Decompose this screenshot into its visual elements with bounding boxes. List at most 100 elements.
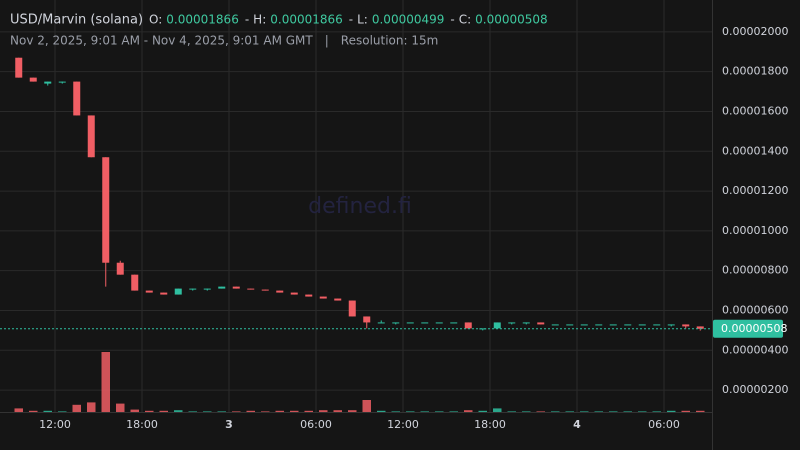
legend-label: H: (253, 13, 266, 27)
volume-bar (362, 400, 371, 412)
y-tick-label: 0.00000800 (722, 264, 788, 277)
volume-bar (435, 411, 444, 412)
volume-bar (14, 408, 23, 412)
x-tick-label: 12:00 (39, 418, 71, 431)
candle-body (638, 324, 646, 326)
plot (0, 57, 712, 412)
last-price-box (713, 319, 783, 338)
volume-bar (522, 411, 531, 412)
legend-label: O: (149, 13, 162, 27)
candle-body (160, 292, 168, 295)
volume-bar (638, 411, 647, 412)
candle-body (203, 288, 211, 290)
volume-bar (174, 410, 183, 412)
candle-body (551, 324, 559, 326)
volume-bar (58, 411, 67, 412)
candle-body (174, 288, 182, 295)
volume-bar (304, 410, 313, 412)
candle-body (667, 324, 675, 326)
candle-body (334, 298, 342, 301)
volume-bar (652, 411, 661, 412)
volume-bar (551, 411, 560, 412)
volume-bar (406, 411, 415, 412)
volume-bar (681, 410, 690, 412)
volume-bar (29, 410, 38, 412)
subtitle-separator: | (325, 34, 329, 48)
volume-bar (290, 410, 299, 412)
candle-body (377, 322, 385, 324)
y-tick-label: 0.00002000 (722, 25, 788, 38)
volume-bar (116, 403, 125, 412)
y-tick-label: 0.00001600 (722, 104, 788, 117)
resolution: Resolution: 15m (341, 34, 439, 48)
candle-body (609, 324, 617, 326)
volume-bar (188, 411, 197, 412)
x-tick-label: 18:00 (126, 418, 158, 431)
volume-bar (696, 410, 705, 412)
volume-bar (246, 410, 255, 412)
candle-body (305, 294, 313, 297)
volume-bar (536, 411, 545, 412)
candle-body (29, 77, 37, 82)
legend-value: 0.00000499 (372, 13, 445, 27)
volume-bar (130, 409, 139, 412)
candle-body (189, 288, 197, 290)
volume-bar (594, 411, 603, 412)
legend-label: L: (357, 13, 368, 27)
volume-bar (87, 402, 96, 412)
volume-bar (232, 411, 241, 412)
candle-body (479, 328, 487, 330)
candle-body (145, 290, 153, 293)
volume-bar (159, 410, 168, 412)
x-tick-label: 18:00 (474, 418, 506, 431)
subtitle: Nov 2, 2025, 9:01 AM - Nov 4, 2025, 9:01… (10, 34, 313, 48)
candle-body (682, 324, 690, 327)
volume-bar (203, 411, 212, 412)
candle-body (218, 286, 226, 289)
x-tick-label: 06:00 (648, 418, 680, 431)
symbol: USD/Marvin (solana) (10, 13, 143, 28)
x-tick-label: 06:00 (300, 418, 332, 431)
candle-body (348, 300, 356, 317)
candle-body (131, 274, 139, 291)
volume-bar (667, 410, 676, 412)
y-tick-label: 0.00001800 (722, 65, 788, 78)
y-tick-label: 0.00001000 (722, 224, 788, 237)
candle-body (696, 326, 704, 329)
volume-bar (464, 410, 473, 412)
candle-body (319, 296, 327, 299)
x-tick-label: 3 (225, 418, 233, 431)
candle-body (73, 81, 81, 116)
candle-body (58, 81, 66, 83)
legend: USD/Marvin (solana) Nov 2, 2025, 9:01 AM… (10, 13, 548, 48)
y-tick-label: 0.00000200 (722, 383, 788, 396)
volume-bar (377, 410, 386, 412)
volume-bar (493, 408, 502, 412)
candle-body (421, 322, 429, 324)
volume-bar (43, 410, 52, 412)
volume-bar (275, 410, 284, 412)
candle-body (363, 316, 371, 323)
volume-bar (319, 410, 328, 412)
y-tick-label: 0.00001400 (722, 144, 788, 157)
candle-body (232, 286, 240, 289)
legend-separator: - (349, 13, 353, 27)
volume-bar (333, 410, 342, 412)
x-tick-label: 12:00 (387, 418, 419, 431)
volume-bar (101, 352, 110, 412)
watermark: defined.fi (308, 194, 412, 219)
candle-body (406, 322, 414, 324)
volume-bar (507, 411, 516, 412)
candle-body (508, 322, 516, 324)
volume-bar (580, 411, 589, 412)
candle-body (624, 324, 632, 326)
legend-value: 0.00000508 (475, 13, 548, 27)
y-tick-label: 0.00000600 (722, 303, 788, 316)
volume-bar (449, 411, 458, 412)
candle-body (276, 290, 284, 293)
candle-body (247, 288, 255, 290)
legend-label: C: (459, 13, 471, 27)
volume-bar (609, 411, 618, 412)
volume-bar (217, 411, 226, 412)
